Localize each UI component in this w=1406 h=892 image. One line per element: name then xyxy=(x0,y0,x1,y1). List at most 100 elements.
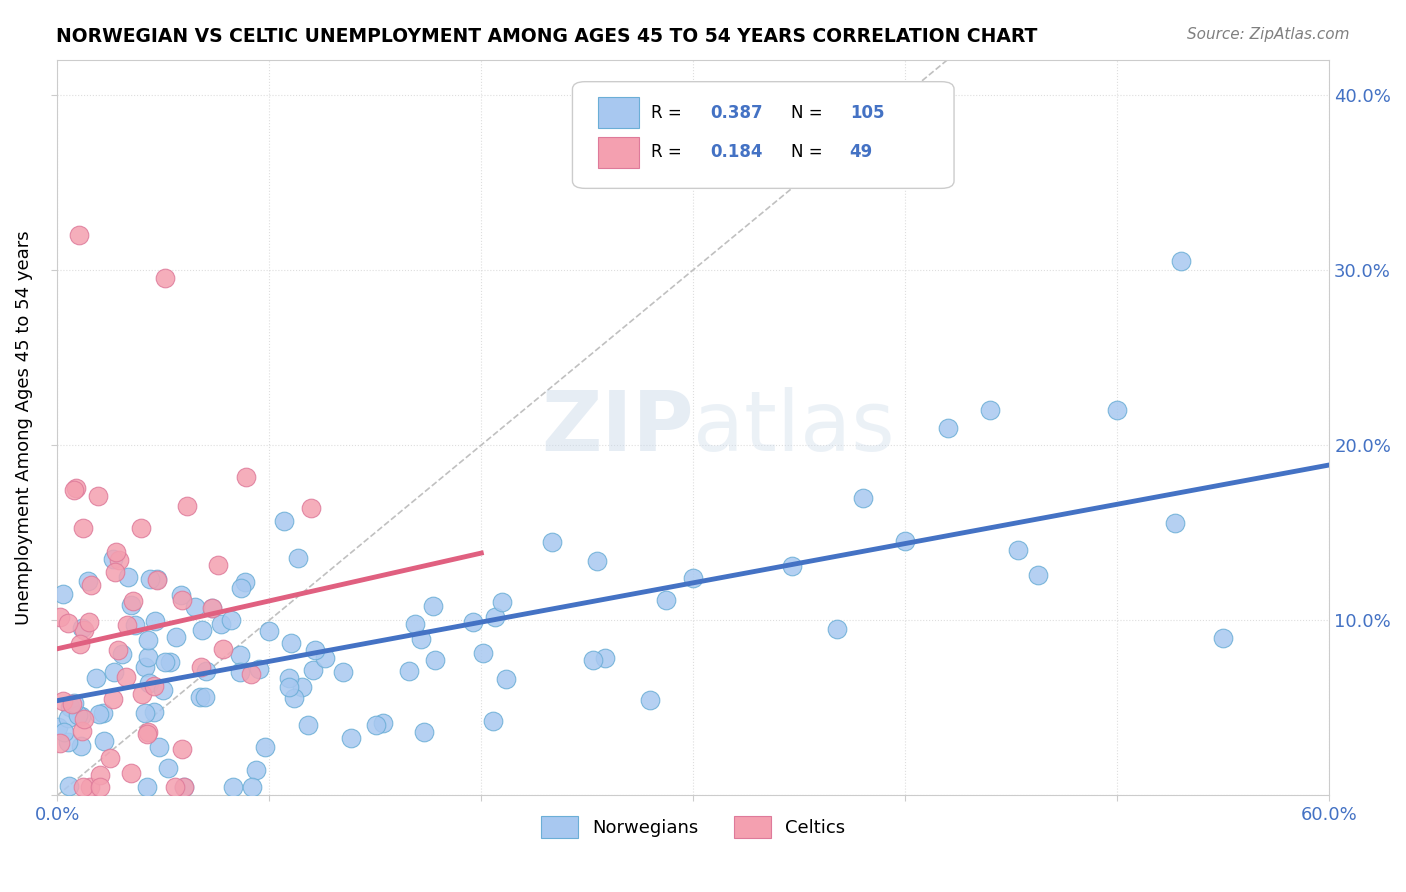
Point xyxy=(422,599,444,613)
Text: N =: N = xyxy=(792,103,828,121)
Point xyxy=(89,768,111,782)
Point xyxy=(108,553,131,567)
Point xyxy=(253,739,276,754)
Point xyxy=(1163,516,1185,530)
Text: atlas: atlas xyxy=(693,387,896,468)
Point xyxy=(278,680,301,694)
Point xyxy=(142,679,165,693)
Point xyxy=(425,653,447,667)
Point xyxy=(1007,542,1029,557)
Point xyxy=(273,514,295,528)
Point xyxy=(111,647,134,661)
Point xyxy=(46,720,69,734)
Point xyxy=(1212,631,1234,645)
Point xyxy=(229,581,252,595)
Point xyxy=(69,708,91,723)
Point xyxy=(52,587,75,601)
Point xyxy=(852,491,875,505)
Point xyxy=(211,641,233,656)
Point xyxy=(472,646,495,660)
Point xyxy=(412,724,434,739)
Point xyxy=(979,403,1001,417)
Point xyxy=(104,545,127,559)
Point xyxy=(134,660,156,674)
Point xyxy=(222,780,245,794)
Point xyxy=(259,624,281,638)
Point xyxy=(73,624,96,638)
Point xyxy=(495,672,517,686)
Point xyxy=(194,690,217,705)
Point xyxy=(60,697,83,711)
Point xyxy=(240,780,263,794)
Point xyxy=(73,712,96,726)
Point xyxy=(332,665,354,679)
Point xyxy=(124,617,146,632)
Point xyxy=(366,718,388,732)
Point xyxy=(77,615,100,629)
Point xyxy=(153,271,176,285)
Point xyxy=(72,780,94,794)
Point xyxy=(52,725,75,739)
Point xyxy=(56,711,79,725)
Point xyxy=(104,565,127,579)
Point xyxy=(135,780,157,794)
Point xyxy=(89,780,111,794)
Point xyxy=(134,706,156,720)
Text: NORWEGIAN VS CELTIC UNEMPLOYMENT AMONG AGES 45 TO 54 YEARS CORRELATION CHART: NORWEGIAN VS CELTIC UNEMPLOYMENT AMONG A… xyxy=(56,27,1038,45)
Point xyxy=(72,621,94,635)
Text: Source: ZipAtlas.com: Source: ZipAtlas.com xyxy=(1187,27,1350,42)
Point xyxy=(194,664,217,678)
Point xyxy=(165,631,187,645)
Point xyxy=(136,649,159,664)
Y-axis label: Unemployment Among Ages 45 to 54 years: Unemployment Among Ages 45 to 54 years xyxy=(15,230,32,624)
Point xyxy=(277,671,299,685)
Point xyxy=(245,763,267,777)
Text: 0.184: 0.184 xyxy=(710,144,762,161)
Point xyxy=(98,751,121,765)
Point xyxy=(1170,254,1192,268)
Point xyxy=(299,501,322,516)
Point xyxy=(239,667,262,681)
Point xyxy=(314,651,336,665)
Text: ZIP: ZIP xyxy=(541,387,693,468)
Point xyxy=(91,706,114,720)
Point xyxy=(142,705,165,719)
Point xyxy=(172,593,194,607)
Point xyxy=(894,534,917,549)
Point xyxy=(80,578,103,592)
Point xyxy=(101,692,124,706)
Point xyxy=(63,483,86,497)
Point xyxy=(63,697,86,711)
Point xyxy=(58,699,80,714)
Point xyxy=(682,571,704,585)
Point xyxy=(146,572,169,586)
Text: 0.387: 0.387 xyxy=(710,103,762,121)
Point xyxy=(155,655,177,669)
Point xyxy=(120,598,142,612)
Point xyxy=(247,662,270,676)
Point xyxy=(131,687,153,701)
Text: R =: R = xyxy=(651,144,688,161)
Point xyxy=(1107,403,1129,417)
Point xyxy=(67,227,90,242)
Point xyxy=(136,725,159,739)
Point xyxy=(297,717,319,731)
Point xyxy=(229,665,252,679)
Point xyxy=(593,651,616,665)
Point xyxy=(135,727,157,741)
Point xyxy=(79,780,101,794)
Point xyxy=(138,675,160,690)
Point xyxy=(165,780,187,794)
Point xyxy=(103,551,125,566)
Bar xyxy=(598,97,638,128)
Point xyxy=(582,653,605,667)
Point xyxy=(58,779,80,793)
Text: 49: 49 xyxy=(849,144,873,161)
Point xyxy=(780,559,803,574)
Point xyxy=(280,636,302,650)
Point xyxy=(207,558,229,572)
Point xyxy=(87,707,110,722)
Point xyxy=(70,739,93,753)
Point xyxy=(371,716,394,731)
Point xyxy=(120,766,142,780)
